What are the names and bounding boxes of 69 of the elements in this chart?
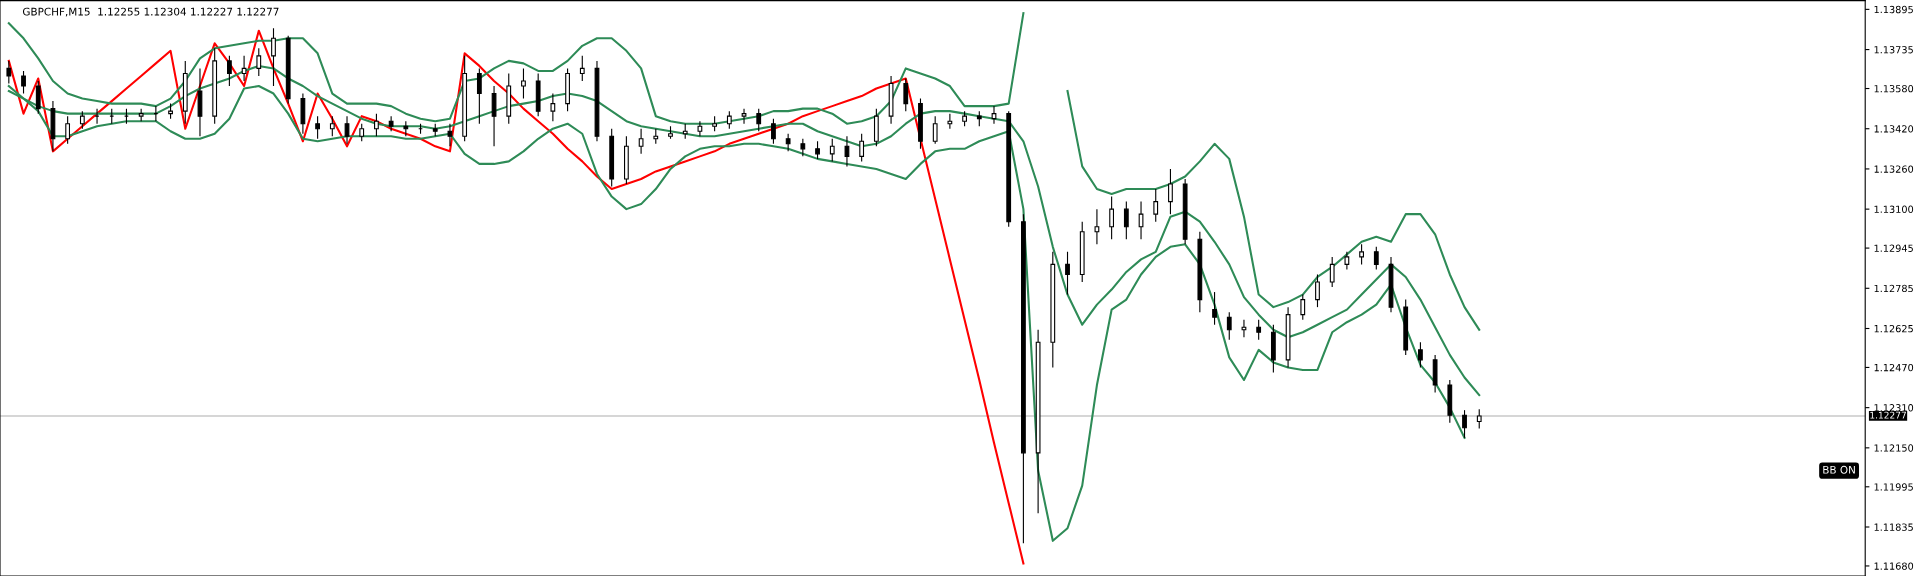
line-series xyxy=(7,29,1025,565)
candlestick xyxy=(315,115,321,140)
candlestick xyxy=(1094,208,1100,245)
y-tick-label: 1.13420 xyxy=(1874,125,1914,133)
ref-line-label: 1.12277 xyxy=(1870,411,1906,419)
candlestick xyxy=(1315,273,1320,308)
candlestick xyxy=(344,115,350,145)
candlestick xyxy=(1123,201,1129,240)
y-tick-label: 1.13735 xyxy=(1874,46,1913,54)
candlestick xyxy=(1359,243,1364,265)
candlestick xyxy=(859,133,865,162)
candlestick xyxy=(21,70,26,95)
text: BB ON xyxy=(1823,465,1855,474)
candlestick xyxy=(1476,408,1482,430)
candlestick xyxy=(1418,341,1423,368)
candlestick xyxy=(741,108,747,125)
y-tick-label: 1.11835 xyxy=(1874,523,1913,531)
y-tick-label: 1.13895 xyxy=(1874,5,1913,14)
candlestick xyxy=(447,123,453,147)
candlestick xyxy=(1373,246,1379,270)
candlestick xyxy=(1065,251,1070,296)
candlestick xyxy=(1109,196,1115,240)
y-tick-label: 1.12310 xyxy=(1874,404,1914,412)
candlestick xyxy=(6,60,12,85)
candlestick xyxy=(1462,409,1467,439)
y-tick-label: 1.12785 xyxy=(1874,284,1913,293)
candlestick xyxy=(1300,294,1306,321)
candlestick xyxy=(771,118,776,145)
candlestick xyxy=(1138,201,1144,240)
y-tick-label: 1.11680 xyxy=(1874,562,1914,570)
candlestick xyxy=(491,85,497,147)
candlestick xyxy=(1153,188,1159,223)
candlestick xyxy=(550,92,556,122)
y-tick-label: 1.12945 xyxy=(1874,244,1913,252)
candlestick xyxy=(829,138,835,162)
candlestick xyxy=(1226,311,1232,341)
candlestick xyxy=(521,67,526,100)
y-tick-label: 1.12470 xyxy=(1874,363,1914,372)
candlestick xyxy=(1329,256,1335,288)
candlestick xyxy=(697,120,703,137)
y-tick-label: 1.12150 xyxy=(1874,444,1914,452)
y-tick-label: 1.12625 xyxy=(1874,324,1913,333)
candlestick xyxy=(638,128,644,155)
y-tick-label: 1.13260 xyxy=(1874,165,1914,173)
y-tick-label: 1.13100 xyxy=(1874,205,1914,213)
candlestick xyxy=(756,108,762,132)
candlestick xyxy=(226,55,232,87)
candlestick xyxy=(785,133,791,152)
candlestick xyxy=(35,80,41,115)
candlestick xyxy=(476,67,482,125)
y-tick-label: 1.13580 xyxy=(1874,85,1914,93)
text: GBPCHF,M15 1.12255 1.12304 1.12227 1.12277 xyxy=(22,7,279,17)
candlestick xyxy=(374,113,379,137)
candlestick xyxy=(932,115,938,145)
candlestick xyxy=(947,113,953,130)
candlestick xyxy=(65,115,71,145)
candlestick xyxy=(903,77,909,112)
candlestick xyxy=(241,55,247,82)
candlestick xyxy=(579,55,585,82)
candlestick xyxy=(1212,291,1217,326)
y-tick-label: 1.11995 xyxy=(1874,483,1913,491)
candlestick xyxy=(329,115,335,137)
candlestick xyxy=(1168,168,1173,215)
candlestick xyxy=(844,135,850,167)
candlestick xyxy=(388,115,394,132)
candlestick xyxy=(271,27,276,87)
candlestick xyxy=(256,47,262,77)
candlestick xyxy=(1256,319,1262,341)
candlestick xyxy=(1241,319,1247,338)
